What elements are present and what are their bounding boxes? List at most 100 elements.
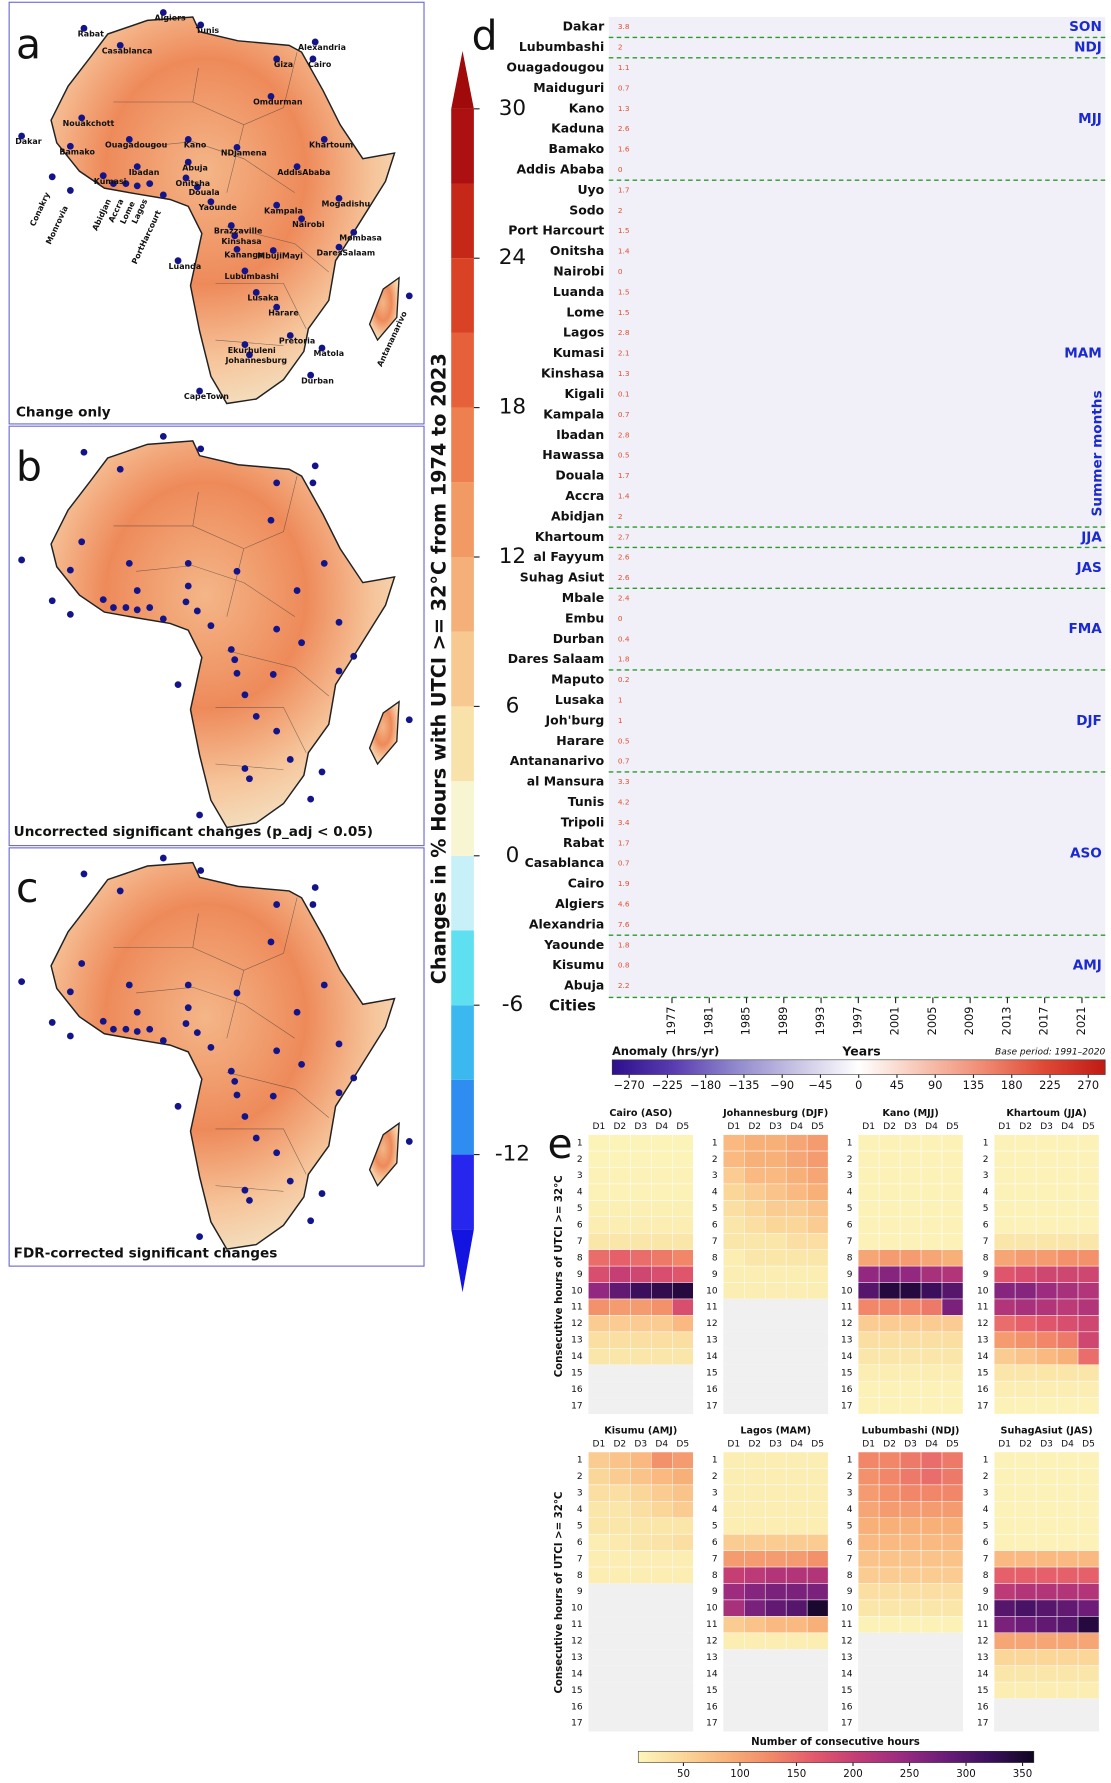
cell (1035, 1200, 1058, 1218)
empty-row (723, 1682, 829, 1699)
row-label: 11 (571, 1303, 583, 1313)
row-label: 6 (983, 1538, 989, 1548)
colorbar-tick-label: 90 (928, 1078, 942, 1092)
cell (920, 1380, 943, 1398)
city-label: Casablanca (102, 47, 153, 56)
cell (920, 1517, 943, 1535)
cell (785, 1167, 808, 1185)
cell (1077, 1282, 1100, 1300)
trend-label: 1.7 (618, 838, 630, 847)
cell (806, 1150, 829, 1168)
row-label: 14 (977, 1352, 989, 1362)
row-label: 2 (847, 1472, 853, 1482)
cell (1056, 1681, 1079, 1699)
cell (857, 1380, 880, 1398)
city-label: Giza (274, 60, 293, 69)
cell (764, 1599, 787, 1617)
cell (785, 1451, 808, 1469)
city-dot (269, 247, 277, 254)
city-dot (298, 639, 305, 647)
cell (588, 1550, 610, 1568)
cell (744, 1167, 766, 1185)
column-label: D5 (676, 1440, 689, 1450)
cell (806, 1200, 829, 1218)
cell (723, 1451, 745, 1469)
row-label: 2 (983, 1155, 989, 1165)
cell (630, 1150, 652, 1168)
row-label: 11 (841, 1303, 853, 1313)
colorbar-band (451, 855, 474, 931)
cell (723, 1167, 745, 1185)
cell (878, 1501, 901, 1518)
cell (899, 1501, 922, 1518)
cell (723, 1484, 745, 1502)
city-label: Luanda (168, 262, 201, 271)
city-dot (269, 1092, 277, 1100)
trend-label: 1.5 (618, 226, 630, 235)
cell (672, 1167, 694, 1185)
cell (899, 1533, 922, 1551)
cell (1035, 1484, 1058, 1502)
cell (651, 1183, 673, 1201)
cell (993, 1484, 1016, 1502)
season-label: NDJ (1074, 40, 1102, 56)
cell (1077, 1583, 1100, 1601)
colorbar-extend (451, 1229, 474, 1293)
city-label: Harare (268, 308, 299, 317)
cell (723, 1599, 745, 1617)
y-axis-label: Consecutive hours of UTCI >= 32°C (554, 1492, 565, 1694)
row-label: 12 (841, 1637, 853, 1647)
empty-row (588, 1649, 694, 1666)
colorbar-band (451, 1154, 474, 1230)
city-label: Abuja (564, 978, 604, 993)
row-label: 15 (841, 1686, 853, 1696)
cell (993, 1364, 1016, 1382)
cell (785, 1468, 808, 1486)
cell (941, 1380, 964, 1398)
column-label: D4 (925, 1122, 938, 1132)
city-dot (116, 41, 124, 49)
cell (609, 1468, 631, 1486)
colorbar-band (451, 108, 474, 184)
trend-label: 2.7 (618, 532, 630, 541)
cell (1077, 1468, 1100, 1486)
city-dot (293, 587, 301, 594)
city-dot (184, 559, 192, 567)
cell (941, 1200, 964, 1218)
colorbar (611, 1059, 1106, 1075)
cell (1014, 1566, 1037, 1584)
row-label: 5 (983, 1521, 989, 1531)
cell (899, 1550, 922, 1568)
trend-label: 0.5 (618, 736, 630, 745)
column-label: D2 (1019, 1440, 1032, 1450)
city-label: Joh'burg (545, 712, 605, 727)
cell (723, 1282, 745, 1300)
cell (630, 1167, 652, 1185)
cell (1056, 1331, 1079, 1349)
city-dot (78, 538, 86, 546)
cell (993, 1348, 1016, 1365)
cell (609, 1484, 631, 1502)
city-dot (231, 656, 239, 664)
cell (744, 1282, 766, 1300)
cell (588, 1468, 610, 1486)
cell (941, 1484, 964, 1502)
cell (899, 1249, 922, 1267)
city-dot (311, 884, 319, 891)
cell (1014, 1484, 1037, 1502)
row-label: 1 (983, 1456, 989, 1466)
cell (1035, 1282, 1058, 1300)
cell (1077, 1649, 1100, 1666)
city-dot (335, 1089, 343, 1097)
row-label: 12 (571, 1637, 583, 1647)
city-dot (66, 142, 74, 150)
cell (920, 1397, 943, 1415)
cell (672, 1550, 694, 1568)
city-label: Johannesburg (224, 356, 287, 365)
cell (993, 1665, 1016, 1683)
cell (878, 1468, 901, 1486)
cell (1077, 1550, 1100, 1568)
cell (941, 1599, 964, 1617)
cell (806, 1566, 829, 1584)
column-label: D4 (655, 1440, 668, 1450)
